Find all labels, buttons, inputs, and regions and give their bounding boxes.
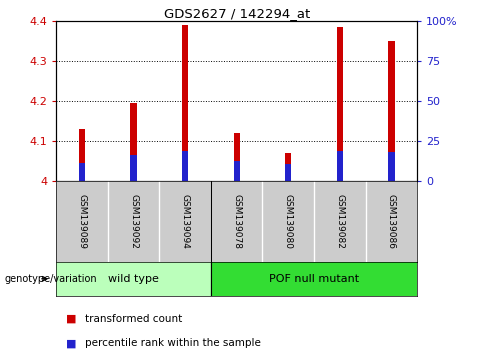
Bar <box>182 151 188 181</box>
Text: wild type: wild type <box>108 274 159 284</box>
Bar <box>130 155 137 181</box>
Bar <box>130 103 137 181</box>
Text: GSM139086: GSM139086 <box>387 194 396 249</box>
Text: GSM139092: GSM139092 <box>129 194 138 249</box>
Text: GSM139080: GSM139080 <box>284 194 293 249</box>
Bar <box>388 152 394 181</box>
Text: POF null mutant: POF null mutant <box>269 274 359 284</box>
Bar <box>285 153 291 181</box>
Text: ■: ■ <box>66 314 80 324</box>
Bar <box>79 162 85 181</box>
Text: GSM139078: GSM139078 <box>232 194 241 249</box>
Text: percentile rank within the sample: percentile rank within the sample <box>85 338 261 348</box>
Text: GSM139082: GSM139082 <box>335 194 345 249</box>
Bar <box>337 151 343 181</box>
Bar <box>182 25 188 181</box>
Text: transformed count: transformed count <box>85 314 183 324</box>
Bar <box>211 262 417 296</box>
Text: genotype/variation: genotype/variation <box>5 274 98 284</box>
Bar <box>337 27 343 181</box>
Bar <box>388 41 394 181</box>
Text: GSM139094: GSM139094 <box>181 194 190 249</box>
Bar <box>234 161 240 181</box>
Bar <box>79 129 85 181</box>
Text: ■: ■ <box>66 338 80 348</box>
Bar <box>234 133 240 181</box>
Bar <box>285 164 291 181</box>
Bar <box>56 262 211 296</box>
Text: GSM139089: GSM139089 <box>78 194 86 249</box>
Title: GDS2627 / 142294_at: GDS2627 / 142294_at <box>163 7 310 20</box>
